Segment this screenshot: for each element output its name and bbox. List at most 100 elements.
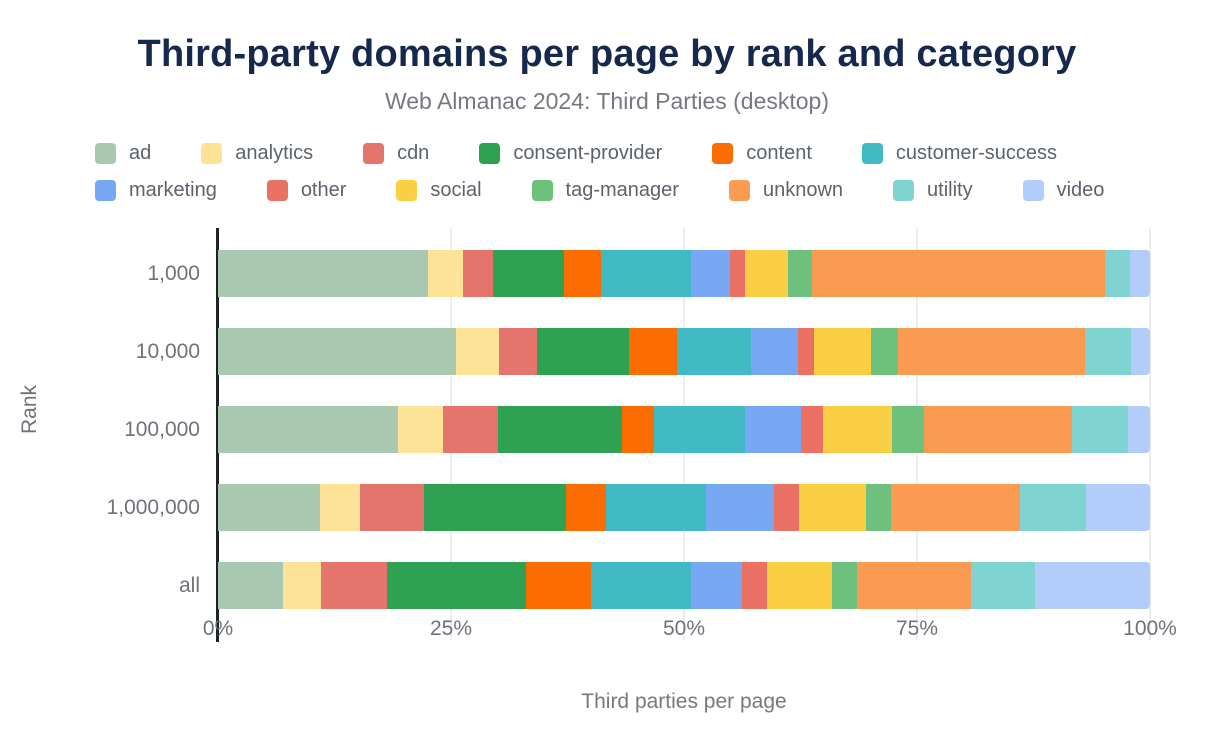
legend-label: video <box>1056 178 1105 201</box>
legend-swatch-customer-success <box>861 142 883 164</box>
legend-swatch-cdn <box>363 142 385 164</box>
plot-area <box>216 228 1151 642</box>
bar-segment-social <box>814 328 872 375</box>
bar-segment-other <box>797 328 815 375</box>
bar-segment-content <box>628 328 678 375</box>
legend-swatch-social <box>396 179 418 201</box>
legend-swatch-utility <box>893 179 915 201</box>
bar-segment-tag-manager <box>865 484 891 531</box>
bar-segment-utility <box>1084 328 1132 375</box>
bar-segment-analytics <box>397 406 443 453</box>
legend-swatch-other <box>266 179 288 201</box>
bar-1000000 <box>218 484 1150 531</box>
bar-segment-video <box>1085 484 1150 531</box>
x-tick-label-50pct: 50% <box>662 617 706 640</box>
bar-segment-video <box>1130 250 1150 297</box>
bar-segment-cdn <box>442 406 498 453</box>
legend-swatch-marketing <box>95 179 116 201</box>
legend-swatch-content <box>712 142 734 164</box>
bar-segment-consent-provider <box>536 328 629 375</box>
bar-segment-analytics <box>319 484 360 531</box>
bar-segment-customer-success <box>677 328 752 375</box>
bar-1000 <box>218 250 1150 297</box>
y-axis-line <box>216 228 219 642</box>
legend-label: cdn <box>397 141 430 164</box>
legend-label: tag-manager <box>565 178 679 201</box>
bar-segment-customer-success <box>601 250 692 297</box>
y-tick-label-all: all <box>178 574 200 597</box>
bar-segment-cdn <box>499 328 537 375</box>
bar-segment-content <box>565 484 606 531</box>
legend-label: customer-success <box>895 141 1058 164</box>
bar-segment-tag-manager <box>871 328 899 375</box>
bar-segment-consent-provider <box>386 562 526 609</box>
bar-100000 <box>218 406 1150 453</box>
bar-segment-analytics <box>283 562 321 609</box>
legend-label: ad <box>129 141 152 164</box>
bar-segment-unknown <box>890 484 1021 531</box>
bar-segment-marketing <box>751 328 798 375</box>
legend-item-utility: utility <box>893 179 973 202</box>
legend-label: unknown <box>762 178 844 201</box>
bar-segment-tag-manager <box>788 250 812 297</box>
bar-segment-ad <box>218 328 456 375</box>
bar-segment-marketing <box>744 406 802 453</box>
bar-segment-video <box>1131 328 1150 375</box>
x-axis-title: Third parties per page <box>581 690 787 713</box>
legend-item-consent-provider: consent-provider <box>479 142 662 165</box>
chart-subtitle: Web Almanac 2024: Third Parties (desktop… <box>384 88 830 114</box>
bar-segment-ad <box>218 250 428 297</box>
legend-item-cdn: cdn <box>363 142 429 165</box>
bar-segment-video <box>1127 406 1150 453</box>
bar-all <box>218 562 1150 609</box>
legend-swatch-ad <box>95 142 116 164</box>
bar-segment-ad <box>218 562 284 609</box>
bar-10000 <box>218 328 1150 375</box>
x-tick-label-0pct: 0% <box>202 617 234 640</box>
bar-segment-consent-provider <box>497 406 623 453</box>
y-tick-label-100000: 100,000 <box>124 418 200 441</box>
x-tick-label-100pct: 100% <box>1123 617 1177 640</box>
legend-item-marketing: marketing <box>95 179 217 202</box>
legend-swatch-unknown <box>728 179 750 201</box>
bar-segment-other <box>741 562 767 609</box>
legend-label: analytics <box>235 141 314 164</box>
y-tick-label-1000: 1,000 <box>147 262 200 285</box>
legend-swatch-analytics <box>201 142 223 164</box>
legend-label: consent-provider <box>513 141 663 164</box>
legend-item-analytics: analytics <box>201 142 313 165</box>
bar-segment-content <box>622 406 655 453</box>
bar-segment-customer-success <box>605 484 707 531</box>
bar-segment-ad <box>218 406 398 453</box>
bar-segment-other <box>774 484 800 531</box>
bar-segment-marketing <box>691 562 742 609</box>
legend-row-1: ad analytics cdn consent-provider content cus… <box>95 140 1057 166</box>
chart-title: Third-party domains per page by rank and… <box>137 33 1077 75</box>
legend-label: content <box>746 141 812 164</box>
bar-segment-content <box>525 562 591 609</box>
bar-segment-cdn <box>359 484 424 531</box>
bar-segment-other <box>801 406 823 453</box>
legend-item-video: video <box>1022 178 1105 202</box>
bar-segment-analytics <box>455 328 500 375</box>
bar-segment-utility <box>1105 250 1131 297</box>
bar-segment-marketing <box>706 484 775 531</box>
legend-item-customer-success: customer-success <box>861 141 1058 165</box>
bar-segment-unknown <box>898 328 1085 375</box>
legend-item-social: social <box>396 179 482 202</box>
bar-segment-utility <box>1071 406 1128 453</box>
legend-label: marketing <box>129 178 217 201</box>
bar-segment-unknown <box>924 406 1072 453</box>
x-tick-label-75pct: 75% <box>895 617 939 640</box>
bar-segment-cdn <box>320 562 387 609</box>
bar-segment-other <box>729 250 745 297</box>
gridline-100% <box>1149 228 1151 640</box>
legend-label: other <box>300 178 347 201</box>
bar-segment-analytics <box>427 250 464 297</box>
bar-segment-unknown <box>811 250 1106 297</box>
legend-row-2: marketing other social tag-manager unknown ut… <box>95 177 1104 203</box>
legend-item-ad: ad <box>95 142 151 165</box>
bar-segment-social <box>744 250 789 297</box>
legend-label: utility <box>927 178 973 201</box>
